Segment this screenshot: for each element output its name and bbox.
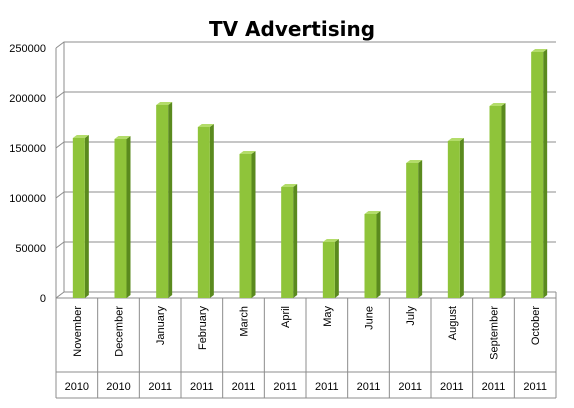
bar-front bbox=[531, 52, 544, 298]
bar-top bbox=[322, 239, 339, 242]
bar-front bbox=[322, 242, 335, 298]
bar-front bbox=[114, 139, 127, 298]
grid-layer bbox=[55, 41, 557, 299]
category-labels: November 2010 December 2010 January 2011 Febru… bbox=[55, 298, 557, 399]
bar-side bbox=[501, 103, 506, 298]
bar-side bbox=[126, 136, 131, 298]
bar bbox=[447, 138, 464, 298]
gridline bbox=[55, 191, 556, 199]
bar bbox=[197, 124, 214, 298]
bar-front bbox=[239, 154, 252, 298]
year-label: 2011 bbox=[148, 381, 172, 393]
bar-side bbox=[543, 49, 548, 298]
year-label: 2011 bbox=[273, 381, 297, 393]
bar-front bbox=[281, 187, 294, 298]
year-label: 2011 bbox=[315, 381, 339, 393]
gridline bbox=[55, 241, 556, 249]
bar bbox=[281, 184, 298, 298]
gridline bbox=[55, 91, 556, 99]
bar bbox=[364, 211, 381, 298]
x-tick-label: February bbox=[197, 306, 209, 351]
year-label: 2010 bbox=[106, 381, 130, 393]
x-tick-label: May bbox=[322, 306, 334, 327]
bar bbox=[156, 102, 173, 298]
bar-front bbox=[72, 138, 85, 298]
year-label: 2011 bbox=[482, 381, 506, 393]
bar-top bbox=[364, 211, 381, 214]
bar-front bbox=[197, 127, 210, 298]
bar-side bbox=[209, 124, 214, 298]
gridline bbox=[55, 41, 556, 49]
x-tick-label: April bbox=[280, 306, 292, 328]
bar-top bbox=[406, 160, 423, 163]
bar bbox=[406, 160, 423, 298]
year-label: 2011 bbox=[523, 381, 547, 393]
bar-top bbox=[197, 124, 214, 127]
y-tick-label: 150000 bbox=[9, 143, 46, 155]
bar-side bbox=[376, 211, 381, 298]
bar bbox=[489, 103, 506, 298]
x-tick-label: August bbox=[447, 306, 459, 340]
y-tick-label: 250000 bbox=[9, 43, 46, 55]
bar bbox=[239, 151, 256, 298]
x-tick-label: January bbox=[155, 306, 167, 346]
y-tick-label: 0 bbox=[40, 293, 46, 305]
bar-side bbox=[418, 160, 423, 298]
bar-front bbox=[156, 105, 169, 298]
year-label: 2010 bbox=[65, 381, 89, 393]
bar-side bbox=[84, 135, 89, 298]
y-tick-labels: 0 50000 100000 150000 200000 250000 bbox=[9, 43, 46, 305]
x-tick-label: July bbox=[405, 306, 417, 326]
bar-front bbox=[406, 163, 419, 298]
year-label: 2011 bbox=[440, 381, 464, 393]
bar bbox=[114, 136, 131, 298]
gridline bbox=[55, 291, 556, 299]
bar-side bbox=[251, 151, 256, 298]
gridline bbox=[55, 141, 556, 149]
x-tick-label: December bbox=[114, 306, 126, 357]
bar-side bbox=[293, 184, 298, 298]
bar-front bbox=[447, 141, 460, 298]
bar-top bbox=[239, 151, 256, 154]
x-tick-label: June bbox=[364, 306, 376, 330]
bar bbox=[531, 49, 548, 298]
x-tick-label: October bbox=[530, 306, 542, 345]
x-tick-label: September bbox=[489, 306, 501, 360]
y-tick-label: 50000 bbox=[15, 243, 46, 255]
y-tick-label: 200000 bbox=[9, 93, 46, 105]
chart-title: TV Advertising bbox=[209, 17, 375, 41]
bar-side bbox=[459, 138, 464, 298]
y-tick-label: 100000 bbox=[9, 193, 46, 205]
bar-top bbox=[447, 138, 464, 141]
year-label: 2011 bbox=[190, 381, 214, 393]
bar-top bbox=[531, 49, 548, 52]
bar bbox=[322, 239, 339, 298]
bar-front bbox=[489, 106, 502, 298]
bar-top bbox=[156, 102, 173, 105]
year-label: 2011 bbox=[232, 381, 256, 393]
bars-layer bbox=[72, 49, 548, 298]
bar-front bbox=[364, 214, 377, 298]
bar-top bbox=[72, 135, 89, 138]
x-tick-label: March bbox=[239, 306, 251, 337]
year-label: 2011 bbox=[357, 381, 381, 393]
bar-top bbox=[114, 136, 131, 139]
year-label: 2011 bbox=[398, 381, 422, 393]
bar-top bbox=[489, 103, 506, 106]
bar-top bbox=[281, 184, 298, 187]
bar-side bbox=[168, 102, 173, 298]
bar-side bbox=[334, 239, 339, 298]
bar bbox=[72, 135, 89, 298]
x-tick-label: November bbox=[72, 306, 84, 357]
